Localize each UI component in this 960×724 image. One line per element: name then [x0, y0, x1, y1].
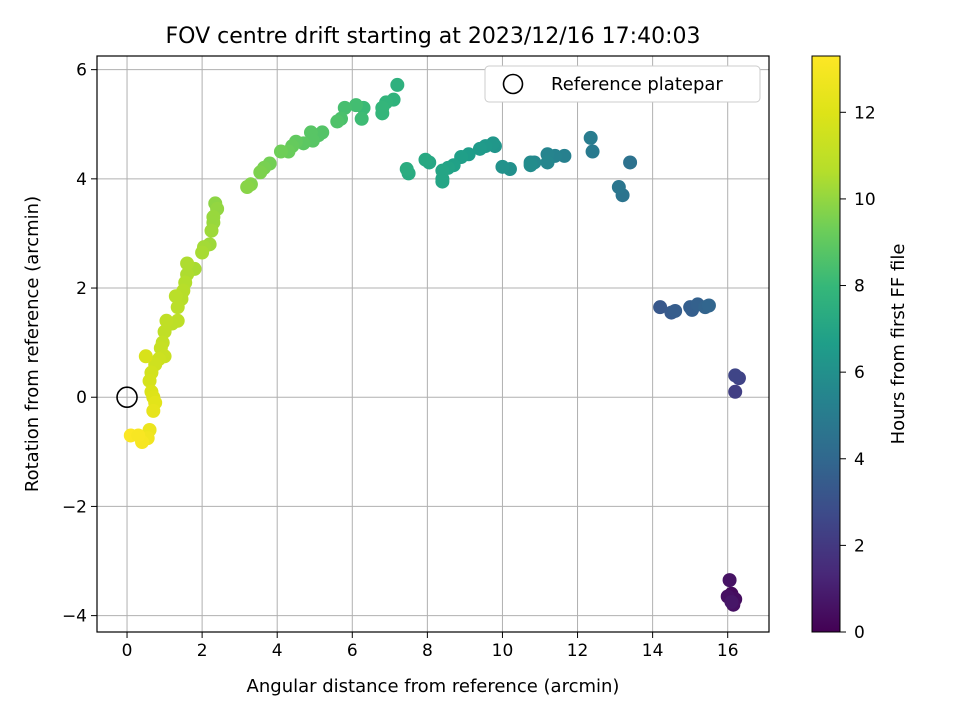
x-tick-label: 8 — [422, 641, 433, 661]
legend: Reference platepar — [484, 65, 761, 103]
colorbar-tick-label: 8 — [854, 277, 865, 297]
data-point — [354, 111, 369, 126]
data-point — [724, 594, 739, 609]
data-point — [195, 245, 210, 260]
data-point — [253, 165, 268, 180]
data-point — [435, 174, 450, 189]
data-point — [653, 300, 668, 315]
data-point — [168, 289, 183, 304]
data-point — [349, 98, 364, 113]
data-point — [157, 324, 172, 339]
x-tick-label: 12 — [567, 641, 589, 661]
data-point — [585, 144, 600, 159]
x-tick-label: 10 — [492, 641, 514, 661]
data-point — [728, 384, 743, 399]
data-point — [472, 141, 487, 156]
data-point — [330, 114, 345, 129]
data-point — [204, 223, 219, 238]
x-tick-label: 0 — [122, 641, 133, 661]
colorbar-tick-label: 4 — [854, 450, 865, 470]
colorbar-gradient — [811, 55, 841, 633]
data-point — [146, 403, 161, 418]
y-tick-label: −4 — [62, 607, 87, 627]
data-point — [180, 256, 195, 271]
y-axis-label: Rotation from reference (arcmin) — [22, 196, 43, 492]
y-axis-ticks: −4 −2 0 2 4 6 — [62, 61, 97, 627]
data-point — [523, 158, 538, 173]
chart-title: FOV centre drift starting at 2023/12/16 … — [166, 24, 701, 49]
data-point — [611, 180, 626, 195]
data-point — [240, 180, 255, 195]
y-tick-label: 4 — [76, 170, 87, 190]
data-point — [728, 368, 743, 383]
data-points — [116, 77, 746, 612]
data-point — [435, 163, 450, 178]
colorbar-tick-label: 2 — [854, 536, 865, 556]
legend-box — [484, 65, 761, 103]
data-point — [273, 144, 288, 159]
data-point — [131, 428, 146, 443]
data-point — [390, 77, 405, 92]
x-tick-label: 4 — [272, 641, 283, 661]
colorbar-tick-label: 6 — [854, 363, 865, 383]
data-point — [399, 162, 414, 177]
legend-label: Reference platepar — [551, 74, 723, 95]
x-axis-ticks: 0 2 4 6 8 10 12 14 16 — [122, 632, 739, 661]
x-tick-label: 2 — [197, 641, 208, 661]
colorbar-tick-label: 12 — [854, 103, 876, 123]
colorbar-label: Hours from first FF file — [888, 244, 909, 445]
colorbar: 0 2 4 6 8 10 12 Hours from first FF file — [811, 55, 909, 643]
x-tick-label: 16 — [717, 641, 739, 661]
y-tick-label: 0 — [76, 388, 87, 408]
data-point — [722, 573, 737, 588]
y-tick-label: 2 — [76, 279, 87, 299]
data-point — [623, 155, 638, 170]
plot-frame — [96, 55, 770, 633]
colorbar-ticks: 0 2 4 6 8 10 12 — [840, 103, 876, 643]
data-point — [142, 373, 157, 388]
colorbar-tick-label: 10 — [854, 190, 876, 210]
x-tick-label: 14 — [642, 641, 664, 661]
data-point — [701, 298, 716, 313]
colorbar-tick-label: 0 — [854, 623, 865, 643]
data-point — [159, 313, 174, 328]
legend-marker-icon — [502, 73, 524, 95]
data-point — [495, 159, 510, 174]
data-point — [668, 303, 683, 318]
data-point — [375, 100, 390, 115]
x-axis-label: Angular distance from reference (arcmin) — [247, 676, 620, 697]
data-point — [337, 100, 352, 115]
data-point — [170, 300, 185, 315]
y-tick-label: −2 — [62, 497, 87, 517]
x-tick-label: 6 — [347, 641, 358, 661]
y-tick-label: 6 — [76, 61, 87, 81]
grid-lines — [97, 56, 769, 632]
data-point — [583, 130, 598, 145]
data-point — [138, 349, 153, 364]
data-point — [540, 155, 555, 170]
data-point — [418, 152, 433, 167]
reference-point-marker — [116, 386, 138, 409]
